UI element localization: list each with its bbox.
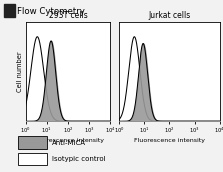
Text: Isotypic control: Isotypic control xyxy=(52,156,106,162)
Title: 293T cells: 293T cells xyxy=(49,11,87,20)
X-axis label: Fluorescence intensity: Fluorescence intensity xyxy=(33,137,103,143)
Y-axis label: Cell number: Cell number xyxy=(17,51,23,92)
Text: Flow Cytometry: Flow Cytometry xyxy=(17,7,85,16)
Text: Anti-MICA: Anti-MICA xyxy=(52,140,86,146)
Title: Jurkat cells: Jurkat cells xyxy=(148,11,191,20)
X-axis label: Fluorescence intensity: Fluorescence intensity xyxy=(134,137,205,143)
